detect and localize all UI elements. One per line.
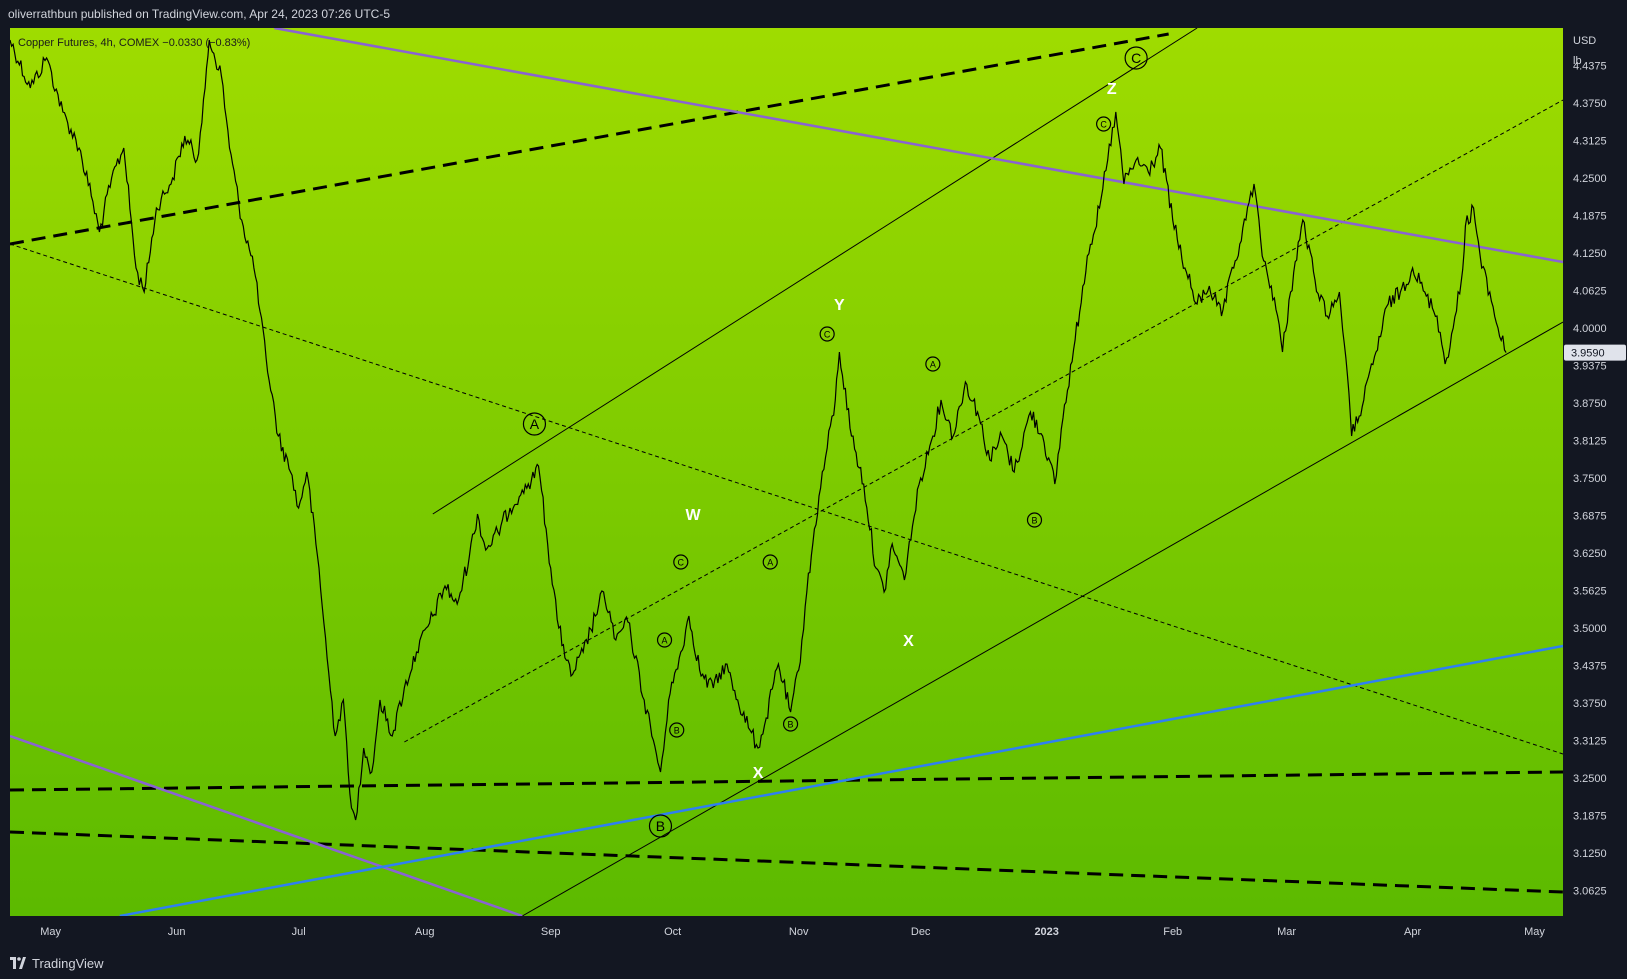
trendline-7[interactable] — [274, 28, 1563, 264]
y-tick-label: 3.0625 — [1573, 886, 1607, 898]
trendline-8[interactable] — [10, 734, 523, 916]
axis-unit: lb — [1573, 55, 1582, 67]
price-axis[interactable] — [1563, 28, 1627, 947]
svg-text:Y: Y — [834, 297, 845, 314]
svg-text:C: C — [824, 330, 831, 340]
wave-label-2: C — [1124, 46, 1148, 70]
y-tick-label: 3.9375 — [1573, 361, 1607, 373]
y-tick-label: 3.6875 — [1573, 511, 1607, 523]
y-tick-label: 4.3125 — [1573, 136, 1607, 148]
y-tick-label: 3.8750 — [1573, 398, 1607, 410]
axis-currency: USD — [1573, 35, 1596, 47]
price-series — [10, 39, 1507, 821]
svg-text:A: A — [930, 360, 936, 370]
trendline-0[interactable] — [10, 32, 1169, 246]
trendline-6[interactable] — [404, 99, 1563, 743]
y-tick-label: 4.1250 — [1573, 248, 1607, 260]
y-tick-label: 3.1250 — [1573, 848, 1607, 860]
x-tick-label: May — [40, 926, 61, 938]
svg-text:C: C — [1131, 50, 1141, 66]
trendline-4[interactable] — [521, 321, 1563, 916]
y-tick-label: 3.3750 — [1573, 698, 1607, 710]
x-tick-label: Sep — [541, 926, 561, 938]
trendline-9[interactable] — [119, 644, 1563, 916]
wave-annotations: A B C W X Y X Z A B C A B C A B C — [522, 46, 1148, 838]
plot-background — [10, 28, 1563, 916]
svg-text:B: B — [788, 720, 794, 730]
x-tick-label: Aug — [415, 926, 435, 938]
y-tick-label: 3.3125 — [1573, 736, 1607, 748]
wave-label-9: B — [669, 722, 685, 738]
left-margin — [0, 28, 10, 916]
svg-text:X: X — [753, 765, 764, 782]
y-tick-label: 3.7500 — [1573, 473, 1607, 485]
wave-label-3: W — [685, 507, 701, 524]
svg-text:A: A — [662, 636, 668, 646]
svg-text:X: X — [903, 633, 914, 650]
y-tick-label: 4.3750 — [1573, 98, 1607, 110]
x-tick-label: Jul — [292, 926, 306, 938]
y-tick-label: 3.6250 — [1573, 548, 1607, 560]
wave-label-10: C — [673, 554, 689, 570]
wave-label-0: A — [522, 412, 547, 436]
y-tick-label: 3.1875 — [1573, 811, 1607, 823]
y-tick-label: 4.1875 — [1573, 211, 1607, 223]
svg-text:A: A — [767, 558, 773, 568]
wave-label-4: X — [753, 765, 764, 782]
publish-line: oliverrathbun published on TradingView.c… — [8, 7, 391, 21]
y-tick-label: 4.0625 — [1573, 286, 1607, 298]
svg-text:B: B — [674, 726, 680, 736]
symbol-legend[interactable]: Copper Futures, 4h, COMEX −0.0330 (−0.83… — [18, 37, 250, 49]
publish-header: oliverrathbun published on TradingView.c… — [0, 0, 1627, 28]
x-tick-label: Mar — [1277, 926, 1296, 938]
svg-text:B: B — [656, 818, 665, 834]
svg-text:C: C — [1100, 120, 1107, 130]
x-tick-label: Dec — [911, 926, 931, 938]
wave-label-16: C — [1096, 116, 1112, 132]
y-tick-label: 4.0000 — [1573, 323, 1607, 335]
last-price-tag: 3.9590 — [1564, 344, 1626, 361]
y-tick-label: 3.2500 — [1573, 773, 1607, 785]
price-chart[interactable]: A B C W X Y X Z A B C A B C A B C 4.4375 4.3750 4.3125 4.25… — [0, 0, 1627, 947]
y-tick-label: 3.5625 — [1573, 586, 1607, 598]
wave-label-1: B — [648, 814, 673, 838]
y-tick-label: 4.2500 — [1573, 173, 1607, 185]
tradingview-logo-icon — [10, 957, 26, 969]
y-tick-label: 3.4375 — [1573, 661, 1607, 673]
wave-label-15: B — [1026, 512, 1043, 528]
wave-label-6: X — [903, 633, 914, 650]
trendline-2[interactable] — [10, 830, 1563, 894]
time-axis[interactable] — [0, 916, 1627, 947]
x-tick-label: Nov — [789, 926, 809, 938]
x-tick-label: Jun — [168, 926, 186, 938]
wave-label-13: C — [819, 326, 835, 342]
svg-text:W: W — [685, 507, 701, 524]
x-tick-label: 2023 — [1034, 926, 1058, 938]
wave-label-11: A — [762, 554, 778, 570]
wave-label-14: A — [925, 356, 941, 372]
x-tick-label: May — [1524, 926, 1545, 938]
wave-label-12: B — [782, 716, 799, 732]
last-price-label: 3.9590 — [1571, 348, 1605, 360]
trendlines — [10, 28, 1563, 916]
svg-text:B: B — [1031, 516, 1037, 526]
y-tick-label: 3.5000 — [1573, 623, 1607, 635]
trendline-1[interactable] — [10, 770, 1563, 792]
svg-text:A: A — [530, 416, 540, 432]
x-tick-label: Feb — [1163, 926, 1182, 938]
wave-label-5: Y — [834, 297, 845, 314]
y-tick-label: 3.8125 — [1573, 436, 1607, 448]
x-tick-label: Oct — [664, 926, 681, 938]
svg-text:C: C — [678, 558, 685, 568]
footer-brand: TradingView — [32, 955, 104, 971]
trendline-3[interactable] — [432, 28, 1198, 515]
wave-label-8: A — [656, 632, 673, 648]
x-tick-label: Apr — [1404, 926, 1421, 938]
svg-text:Z: Z — [1107, 81, 1117, 98]
footer: TradingView — [0, 947, 1627, 979]
y-tick-label: 4.4375 — [1573, 61, 1607, 73]
price-line[interactable] — [10, 39, 1507, 821]
wave-label-7: Z — [1107, 81, 1117, 98]
